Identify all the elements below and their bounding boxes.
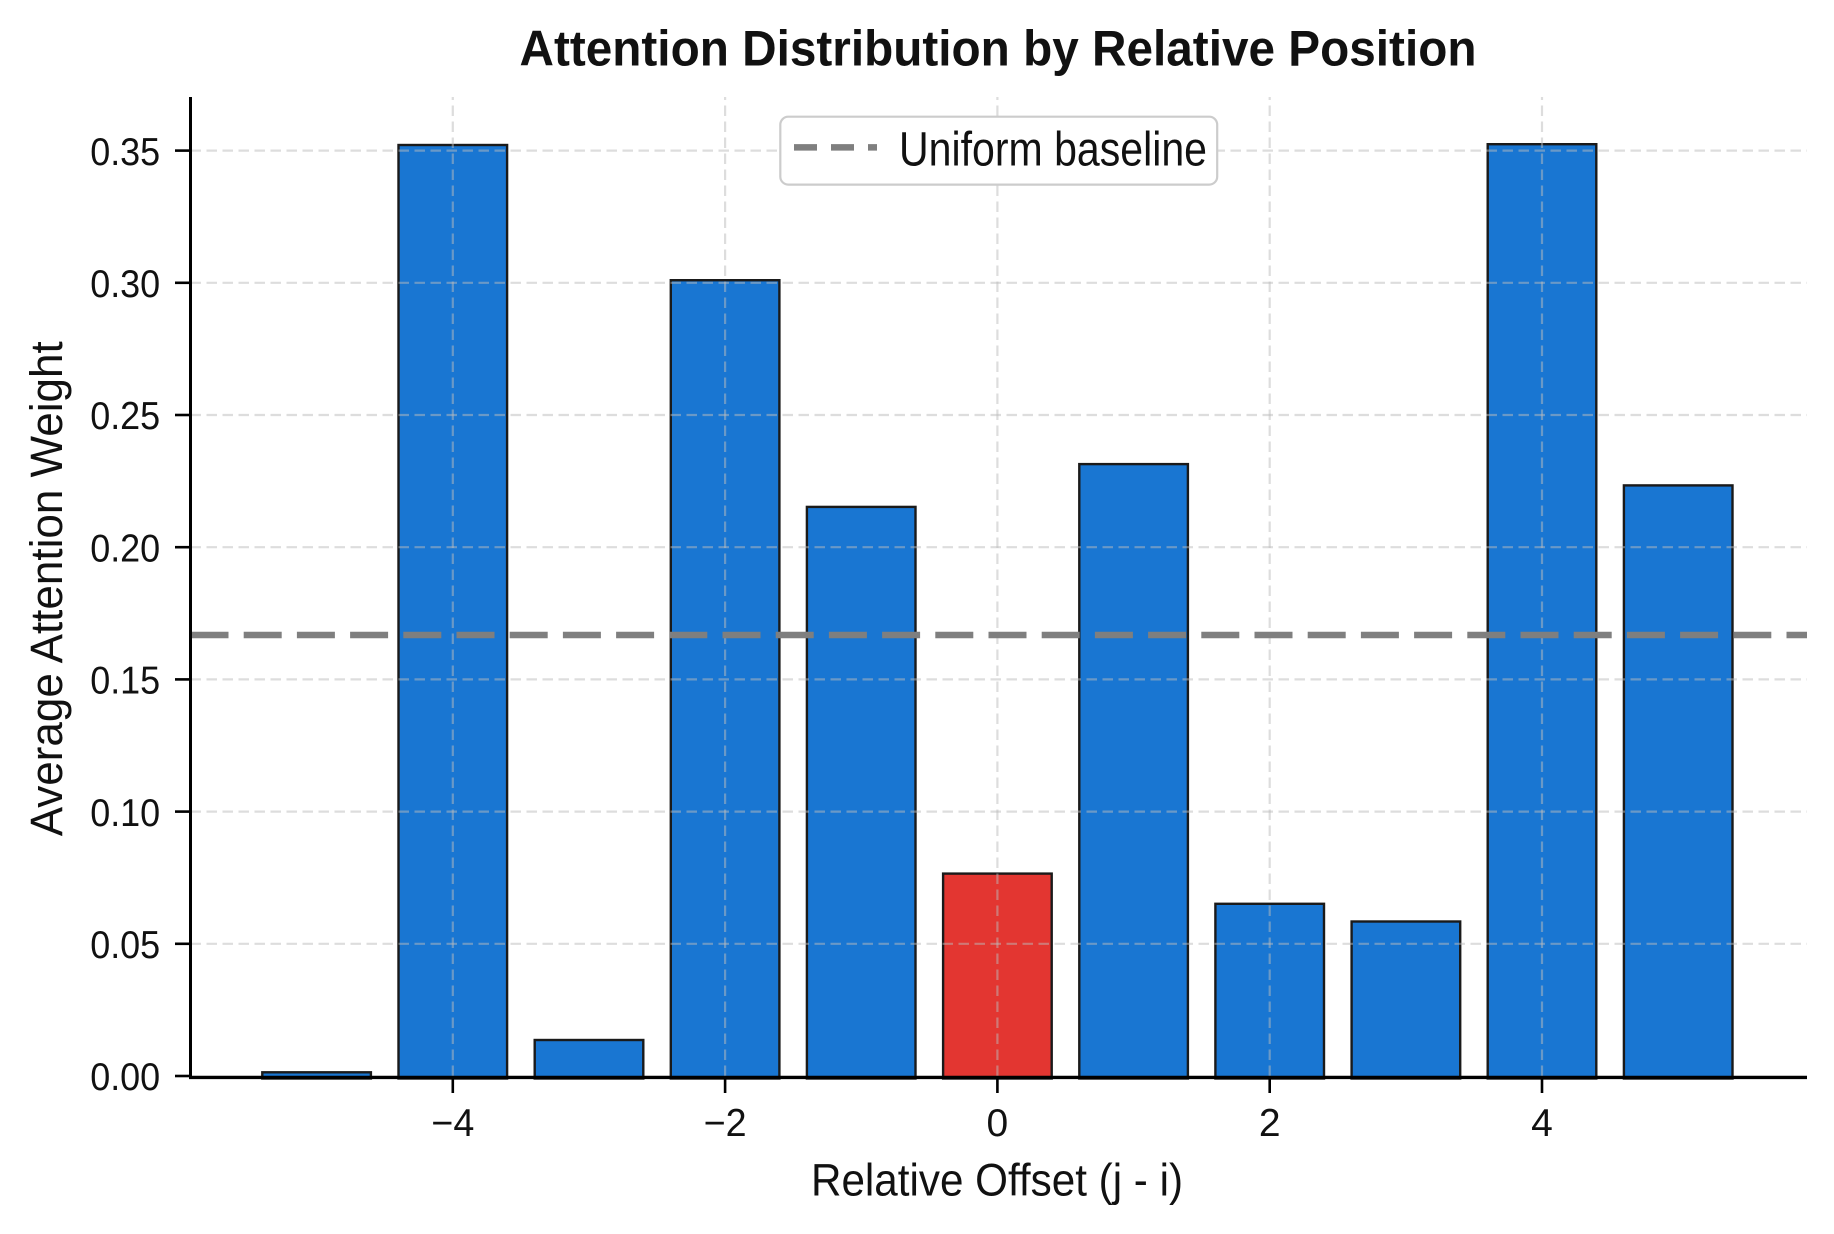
svg-text:0.35: 0.35 bbox=[90, 131, 160, 174]
svg-text:Uniform baseline: Uniform baseline bbox=[899, 123, 1207, 176]
svg-text:0.05: 0.05 bbox=[90, 924, 160, 967]
svg-text:0.10: 0.10 bbox=[90, 792, 160, 835]
svg-text:2: 2 bbox=[1259, 1102, 1281, 1145]
svg-text:0.25: 0.25 bbox=[90, 395, 160, 438]
svg-text:0.00: 0.00 bbox=[90, 1056, 160, 1099]
svg-text:−4: −4 bbox=[431, 1102, 474, 1145]
svg-text:4: 4 bbox=[1531, 1102, 1553, 1145]
svg-text:0.15: 0.15 bbox=[90, 660, 160, 703]
svg-text:Relative Offset (j - i): Relative Offset (j - i) bbox=[811, 1154, 1183, 1205]
svg-text:0.30: 0.30 bbox=[90, 263, 160, 306]
svg-text:0.20: 0.20 bbox=[90, 527, 160, 570]
svg-text:Average Attention Weight: Average Attention Weight bbox=[21, 341, 72, 836]
svg-text:Attention Distribution by Rela: Attention Distribution by Relative Posit… bbox=[520, 21, 1477, 77]
svg-text:0: 0 bbox=[987, 1102, 1009, 1145]
svg-text:−2: −2 bbox=[704, 1102, 747, 1145]
